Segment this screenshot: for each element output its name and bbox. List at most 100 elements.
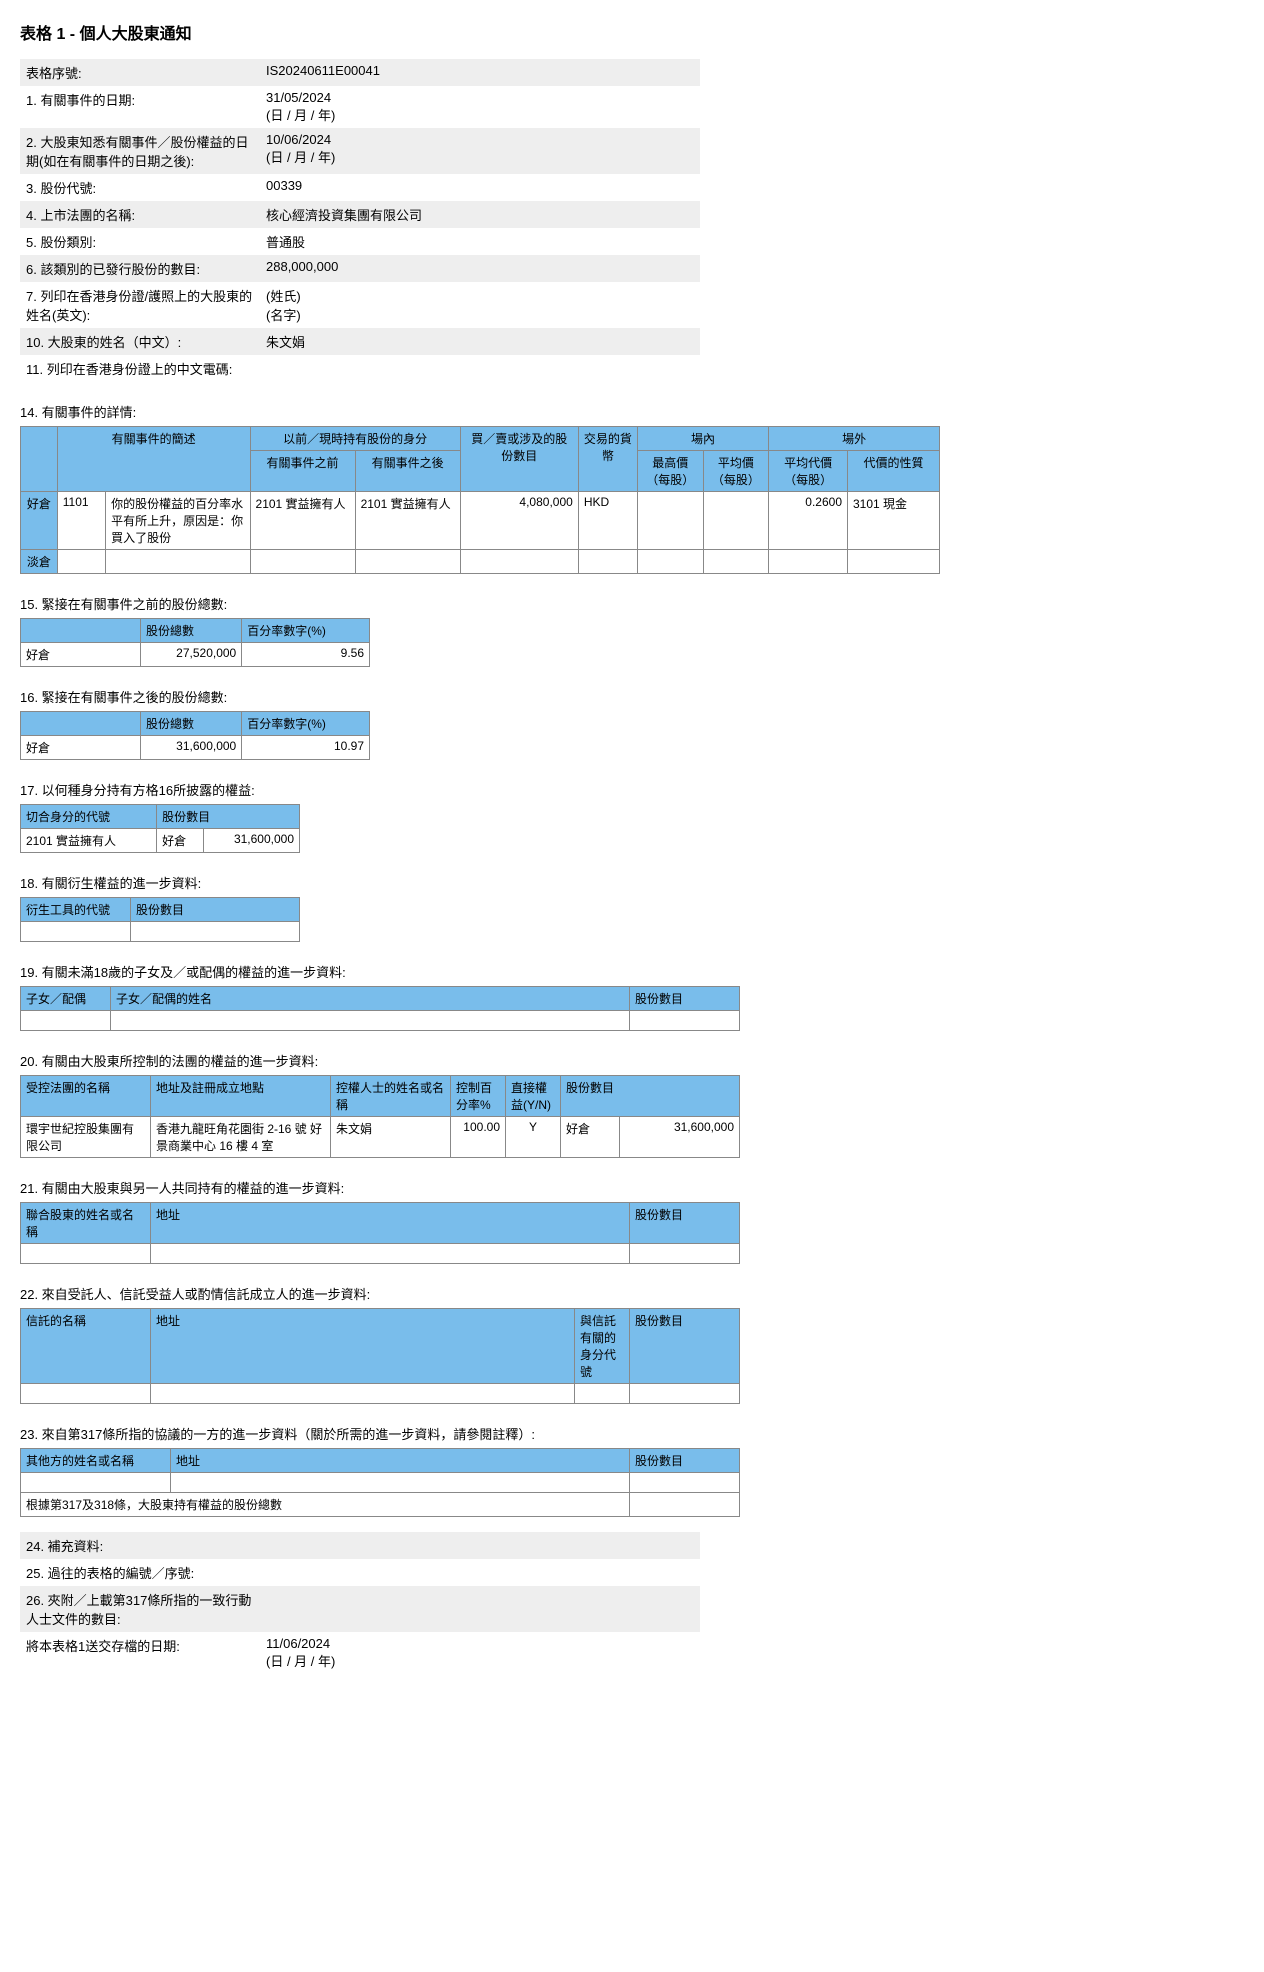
th: 買／賣或涉及的股份數目 — [460, 427, 578, 492]
cell — [630, 1384, 740, 1404]
th: 交易的貨幣 — [578, 427, 637, 492]
table-22: 信託的名稱地址與信託有關的身分代號股份數目 — [20, 1308, 740, 1404]
cell — [171, 1473, 630, 1493]
section-17-title: 17. 以何種身分持有方格16所披露的權益: — [20, 780, 1244, 799]
cell: 100.00 — [451, 1117, 506, 1158]
th: 子女／配偶的姓名 — [111, 987, 630, 1011]
th: 平均價（每股） — [703, 451, 769, 492]
cell — [21, 1011, 111, 1031]
cell: 環宇世紀控股集團有限公司 — [21, 1117, 151, 1158]
th: 聯合股東的姓名或名稱 — [21, 1203, 151, 1244]
field-label: 25. 過往的表格的編號／序號: — [20, 1559, 260, 1586]
field-value: 核心經濟投資集團有限公司 — [260, 201, 700, 228]
field-label: 7. 列印在香港身份證/護照上的大股東的姓名(英文): — [20, 282, 260, 328]
th: 有關事件的簡述 — [57, 427, 250, 492]
table-23: 其他方的姓名或名稱地址股份數目 根據第317及318條，大股東持有權益的股份總數 — [20, 1448, 740, 1517]
th: 股份數目 — [630, 1309, 740, 1384]
cell — [575, 1384, 630, 1404]
field-label: 3. 股份代號: — [20, 174, 260, 201]
cell: 根據第317及318條，大股東持有權益的股份總數 — [21, 1493, 630, 1517]
cell: 31,600,000 — [620, 1117, 740, 1158]
th: 股份數目 — [157, 805, 300, 829]
th: 代價的性質 — [848, 451, 940, 492]
field-label: 1. 有關事件的日期: — [20, 86, 260, 128]
cell: 1101 — [57, 492, 105, 550]
th: 衍生工具的代號 — [21, 898, 131, 922]
page-title: 表格 1 - 個人大股東通知 — [20, 20, 1244, 44]
cell — [111, 1011, 630, 1031]
th: 有關事件之後 — [355, 451, 460, 492]
th: 股份數目 — [561, 1076, 740, 1117]
footer-fields-table: 24. 補充資料: 25. 過往的表格的編號／序號: 26. 夾附／上載第317… — [20, 1532, 700, 1674]
cell — [21, 1384, 151, 1404]
table-18: 衍生工具的代號股份數目 — [20, 897, 300, 942]
table-21: 聯合股東的姓名或名稱地址股份數目 — [20, 1202, 740, 1264]
section-19-title: 19. 有關未滿18歲的子女及／或配偶的權益的進一步資料: — [20, 962, 1244, 981]
section-15-title: 15. 緊接在有關事件之前的股份總數: — [20, 594, 1244, 613]
cell — [151, 1244, 630, 1264]
field-label: 24. 補充資料: — [20, 1532, 260, 1559]
cell — [355, 550, 460, 574]
cell — [848, 550, 940, 574]
field-value: 10/06/2024 (日 / 月 / 年) — [260, 128, 700, 174]
cell — [131, 922, 300, 942]
th: 以前／現時持有股份的身分 — [250, 427, 460, 451]
field-label: 10. 大股東的姓名（中文）: — [20, 328, 260, 355]
cell: 好倉 — [21, 736, 141, 760]
th: 其他方的姓名或名稱 — [21, 1449, 171, 1473]
cell — [460, 550, 578, 574]
field-label: 表格序號: — [20, 59, 260, 86]
field-label: 6. 該類別的已發行股份的數目: — [20, 255, 260, 282]
th: 股份數目 — [131, 898, 300, 922]
section-18-title: 18. 有關衍生權益的進一步資料: — [20, 873, 1244, 892]
cell — [637, 492, 703, 550]
cell: 你的股份權益的百分率水平有所上升，原因是：你買入了股份 — [106, 492, 250, 550]
field-value — [260, 1559, 700, 1586]
th: 地址及註冊成立地點 — [151, 1076, 331, 1117]
field-value: 00339 — [260, 174, 700, 201]
cell: 好倉 — [157, 829, 204, 853]
field-value — [260, 1586, 700, 1632]
cell: 3101 現金 — [848, 492, 940, 550]
cell — [630, 1244, 740, 1264]
section-14-title: 14. 有關事件的詳情: — [20, 402, 1244, 421]
table-15: 股份總數百分率數字(%) 好倉27,520,0009.56 — [20, 618, 370, 667]
th: 有關事件之前 — [250, 451, 355, 492]
th: 控權人士的姓名或名稱 — [331, 1076, 451, 1117]
field-value: 31/05/2024 (日 / 月 / 年) — [260, 86, 700, 128]
cell — [151, 1384, 575, 1404]
cell: 朱文娟 — [331, 1117, 451, 1158]
cell: 31,600,000 — [141, 736, 242, 760]
cell: 2101 實益擁有人 — [355, 492, 460, 550]
th: 切合身分的代號 — [21, 805, 157, 829]
table-20: 受控法團的名稱 地址及註冊成立地點 控權人士的姓名或名稱 控制百分率% 直接權益… — [20, 1075, 740, 1158]
th: 與信託有關的身分代號 — [575, 1309, 630, 1384]
cell: 31,600,000 — [204, 829, 300, 853]
field-label: 11. 列印在香港身份證上的中文電碼: — [20, 355, 260, 382]
th: 股份數目 — [630, 1203, 740, 1244]
table-19: 子女／配偶子女／配偶的姓名股份數目 — [20, 986, 740, 1031]
th: 信託的名稱 — [21, 1309, 151, 1384]
th: 地址 — [171, 1449, 630, 1473]
cell — [630, 1493, 740, 1517]
field-value: 288,000,000 — [260, 255, 700, 282]
cell: 27,520,000 — [141, 643, 242, 667]
field-label: 5. 股份類別: — [20, 228, 260, 255]
cell: Y — [506, 1117, 561, 1158]
field-label: 4. 上市法團的名稱: — [20, 201, 260, 228]
cell: 0.2600 — [769, 492, 848, 550]
table-14: 有關事件的簡述 以前／現時持有股份的身分 買／賣或涉及的股份數目 交易的貨幣 場… — [20, 426, 940, 574]
th: 最高價（每股） — [637, 451, 703, 492]
cell: 2101 實益擁有人 — [250, 492, 355, 550]
th: 平均代價（每股） — [769, 451, 848, 492]
th: 直接權益(Y/N) — [506, 1076, 561, 1117]
th: 場內 — [637, 427, 768, 451]
cell — [106, 550, 250, 574]
th: 百分率數字(%) — [242, 712, 370, 736]
field-label: 2. 大股東知悉有關事件／股份權益的日期(如在有關事件的日期之後): — [20, 128, 260, 174]
section-16-title: 16. 緊接在有關事件之後的股份總數: — [20, 687, 1244, 706]
th: 股份數目 — [630, 1449, 740, 1473]
cell — [637, 550, 703, 574]
cell: 2101 實益擁有人 — [21, 829, 157, 853]
th: 受控法團的名稱 — [21, 1076, 151, 1117]
